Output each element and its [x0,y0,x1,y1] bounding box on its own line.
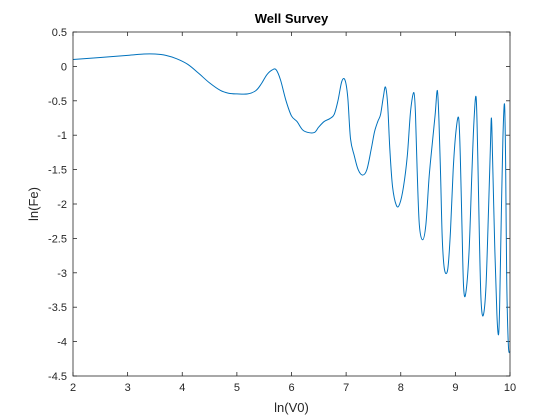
series-line [72,53,511,354]
x-tick-label: 3 [125,382,131,394]
x-tick-label: 9 [452,382,458,394]
x-tick-label: 10 [504,382,516,394]
x-tick-label: 8 [398,382,404,394]
tick-labels-layer: 2 3 4 5 6 7 8 9 10 0.5 0 -0.5 -1 -1.5 -2 -2.5 -3 -3.5 -4 -4… [48,27,516,394]
x-tick-label: 2 [70,382,76,394]
y-tick-label: 0 [61,61,67,73]
y-tick-label: -1 [57,130,67,142]
y-axis-label: ln(Fe) [26,187,41,221]
y-tick-label: -3 [57,268,67,280]
x-axis-label: ln(V0) [274,400,309,415]
axes-box [72,31,511,377]
chart-title: Well Survey [255,11,329,26]
series-layer [72,53,511,354]
y-tick-label: -0.5 [48,96,67,108]
y-tick-label: -3.5 [48,302,67,314]
x-tick-label: 4 [179,382,185,394]
y-tick-label: -2.5 [48,233,67,245]
plot-area [73,32,510,376]
y-tick-label: 0.5 [52,27,67,39]
y-tick-label: -2 [57,199,67,211]
y-tick-label: -4 [57,337,67,349]
y-tick-label: -4.5 [48,371,67,383]
x-tick-label: 6 [288,382,294,394]
x-tick-label: 7 [343,382,349,394]
x-tick-label: 5 [234,382,240,394]
y-tick-label: -1.5 [48,165,67,177]
